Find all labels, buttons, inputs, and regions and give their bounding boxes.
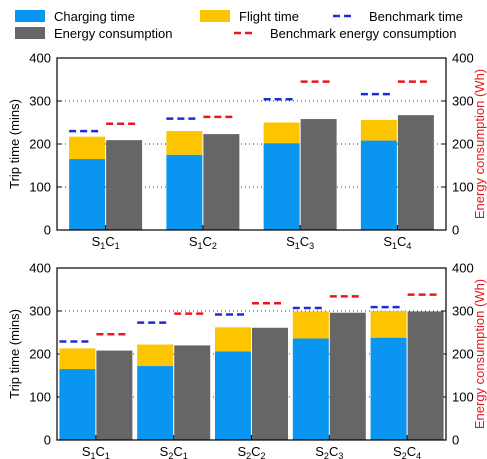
energy-consumption-bar [106, 140, 143, 230]
x-tick-label: S1C1 [92, 234, 120, 251]
y-tick-label: 400 [29, 51, 51, 66]
energy-consumption-bar [407, 311, 444, 440]
flight-time-bar [215, 327, 251, 352]
flight-time-bar [59, 348, 96, 370]
y-tick-label: 100 [29, 180, 51, 195]
y-axis-title: Trip time (mins) [7, 99, 22, 189]
x-tick-label: S1C2 [189, 234, 217, 251]
y-tick-label: 100 [29, 390, 51, 405]
y2-tick-label: 200 [452, 347, 474, 362]
legend-swatch-flight [200, 10, 230, 22]
y2-tick-label: 400 [452, 261, 474, 276]
charging-time-bar [59, 369, 96, 440]
energy-consumption-bar [252, 327, 288, 440]
charging-time-bar [215, 351, 251, 440]
y2-tick-label: 300 [452, 94, 474, 109]
y2-tick-label: 200 [452, 137, 474, 152]
plot-frame [56, 267, 447, 441]
x-tick-label: S1C3 [286, 234, 314, 251]
x-tick-label: S2C1 [160, 444, 188, 459]
charging-time-bar [360, 140, 397, 230]
charging-time-bar [370, 337, 407, 440]
x-tick-label: S1C4 [383, 234, 411, 251]
x-tick-label: S2C2 [237, 444, 265, 459]
flight-time-bar [137, 344, 174, 367]
energy-consumption-bar [96, 350, 133, 440]
y2-tick-label: 100 [452, 390, 474, 405]
top-panel: 0 100 200 300 400 0 100 200 300 400 S1C1 S1C2 S1C3 S1… [7, 51, 487, 252]
y2-axis-title: Energy consumption (Wh) [472, 279, 487, 429]
x-tick-label: S1C1 [82, 444, 110, 459]
x-tick-label: S2C3 [315, 444, 343, 459]
energy-consumption-bar [300, 119, 337, 230]
x-tick-label: S2C4 [393, 444, 421, 459]
y-tick-label: 400 [29, 261, 51, 276]
y-tick-label: 200 [29, 137, 51, 152]
flight-time-bar [166, 131, 203, 155]
y-tick-label: 200 [29, 347, 51, 362]
y2-tick-label: 0 [452, 433, 459, 448]
legend-label-flight: Flight time [239, 9, 299, 24]
y-tick-label: 300 [29, 94, 51, 109]
charging-time-bar [166, 154, 203, 230]
legend-label-charging: Charging time [54, 9, 135, 24]
legend-label-benchmark-time: Benchmark time [369, 9, 463, 24]
y-tick-label: 0 [44, 223, 51, 238]
energy-consumption-bar [203, 134, 240, 230]
charging-time-bar [69, 159, 106, 230]
y2-tick-label: 100 [452, 180, 474, 195]
flight-time-bar [69, 136, 106, 160]
legend: Charging time Flight time Benchmark time… [15, 9, 463, 41]
bottom-panel: 0 100 200 300 400 0 100 200 300 400 S1C1 S2C1 S2C2 S2… [7, 261, 487, 459]
charging-time-bar [263, 143, 300, 230]
y2-tick-label: 0 [452, 223, 459, 238]
y2-tick-label: 300 [452, 304, 474, 319]
legend-label-energy: Energy consumption [54, 26, 173, 41]
plot-frame [56, 57, 447, 231]
y2-tick-label: 400 [452, 51, 474, 66]
y-tick-label: 300 [29, 304, 51, 319]
legend-label-benchmark-energy: Benchmark energy consumption [270, 26, 456, 41]
legend-swatch-charging [15, 10, 45, 22]
y-axis-title: Trip time (mins) [7, 309, 22, 399]
energy-consumption-bar [397, 115, 434, 230]
charging-time-bar [292, 338, 329, 440]
flight-time-bar [370, 311, 407, 338]
y-tick-label: 0 [44, 433, 51, 448]
energy-consumption-bar [174, 345, 211, 440]
flight-time-bar [360, 119, 397, 141]
energy-consumption-bar [329, 312, 366, 440]
charging-time-bar [137, 366, 174, 440]
legend-swatch-energy [15, 27, 45, 39]
y2-axis-title: Energy consumption (Wh) [472, 69, 487, 219]
flight-time-bar [263, 122, 300, 144]
flight-time-bar [292, 311, 329, 339]
